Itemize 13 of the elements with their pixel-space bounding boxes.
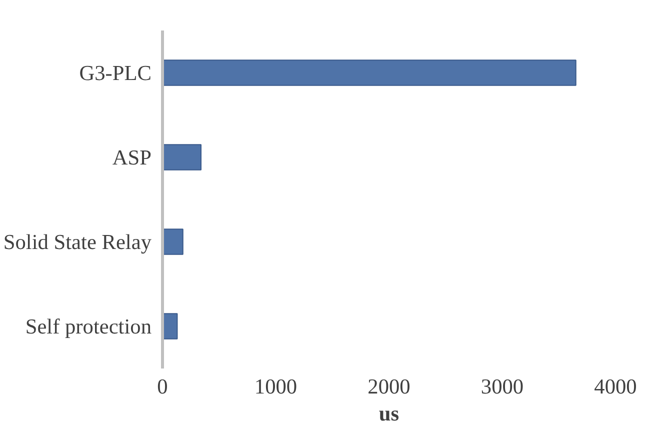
x-tick-label: 1000 — [254, 374, 298, 398]
y-tick-label: Self protection — [25, 314, 152, 338]
y-tick-label: G3-PLC — [79, 60, 152, 85]
bar — [162, 144, 202, 170]
bar — [162, 228, 184, 255]
y-tick-label: ASP — [112, 145, 152, 170]
x-tick-label: 2000 — [368, 374, 410, 398]
y-tick-label: Solid State Relay — [3, 230, 152, 254]
bar — [162, 60, 576, 86]
x-axis-title: us — [378, 402, 400, 426]
x-tick-label: 0 — [157, 374, 168, 398]
x-tick-label: 4000 — [594, 374, 637, 398]
x-tick-label: 3000 — [480, 374, 524, 398]
